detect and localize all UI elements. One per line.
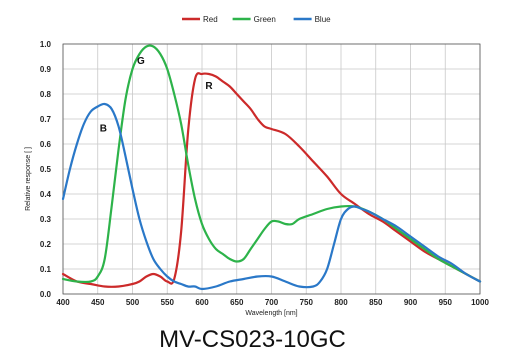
plot-frame xyxy=(62,43,481,295)
y-tick-label: 0.5 xyxy=(40,165,52,174)
series-line-blue xyxy=(61,102,482,291)
legend-label-red: Red xyxy=(203,15,218,24)
legend-label-green: Green xyxy=(254,15,276,24)
x-tick-label: 650 xyxy=(230,298,244,307)
chart-grid xyxy=(62,43,481,295)
series-line-red xyxy=(61,72,482,288)
y-tick-label: 1.0 xyxy=(40,40,52,49)
x-tick-label: 1000 xyxy=(471,298,489,307)
y-tick-label: 0.9 xyxy=(40,65,52,74)
x-axis-label: Wavelength [nm] xyxy=(245,310,297,317)
y-tick-label: 0.2 xyxy=(40,240,52,249)
chart-curve-labels: R G B xyxy=(100,56,214,135)
x-tick-label: 550 xyxy=(161,298,175,307)
x-tick-label: 750 xyxy=(300,298,314,307)
x-tick-label: 700 xyxy=(265,298,279,307)
x-tick-label: 900 xyxy=(404,298,418,307)
x-tick-label: 500 xyxy=(126,298,140,307)
y-tick-label: 0.6 xyxy=(40,140,52,149)
legend-label-blue: Blue xyxy=(315,15,332,24)
y-tick-label: 0.0 xyxy=(40,290,52,299)
curve-label-blue: B xyxy=(100,124,107,135)
y-axis-label: Relative response [ ] xyxy=(25,147,32,211)
x-tick-label: 850 xyxy=(369,298,383,307)
camera-model-caption: MV-CS023-10GC xyxy=(159,326,346,353)
x-tick-label: 400 xyxy=(56,298,70,307)
y-tick-label: 0.7 xyxy=(40,115,52,124)
y-tick-label: 0.8 xyxy=(40,90,52,99)
y-tick-label: 0.1 xyxy=(40,265,52,274)
x-tick-label: 800 xyxy=(334,298,348,307)
x-tick-label: 450 xyxy=(91,298,105,307)
spectral-response-chart: 400 450 500 550 600 650 700 750 800 850 900 950 1000… xyxy=(25,15,490,317)
chart-series xyxy=(61,44,482,291)
chart-axes: 400 450 500 550 600 650 700 750 800 850 900 950 1000… xyxy=(40,40,490,307)
curve-label-red: R xyxy=(205,81,213,92)
x-tick-label: 950 xyxy=(439,298,453,307)
y-tick-label: 0.3 xyxy=(40,215,52,224)
y-tick-label: 0.4 xyxy=(40,190,52,199)
x-tick-label: 600 xyxy=(195,298,209,307)
chart-legend: Red Green Blue xyxy=(182,15,331,24)
curve-label-green: G xyxy=(137,56,145,67)
